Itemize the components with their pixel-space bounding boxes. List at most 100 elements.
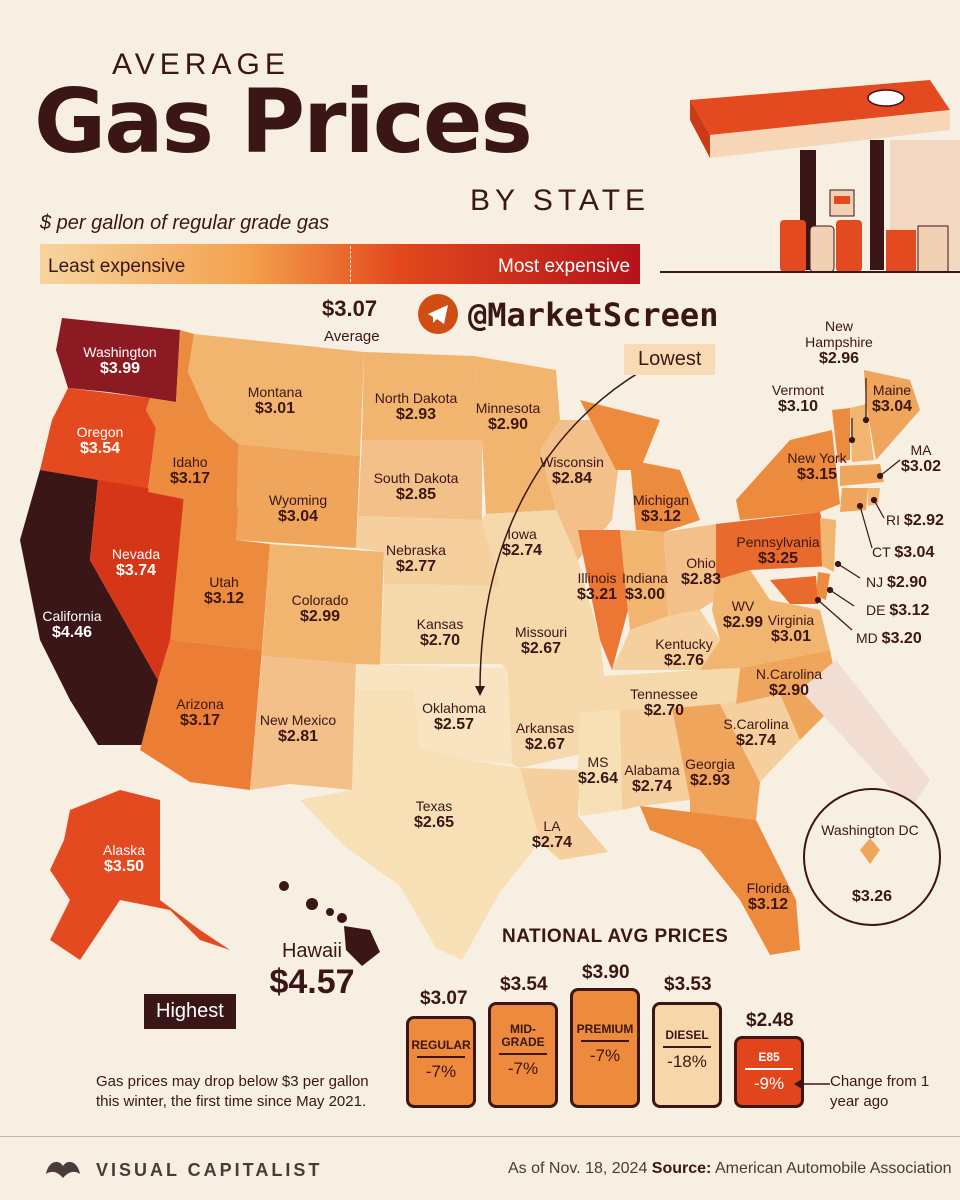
label-new-mexico: New Mexico $2.81 [259, 712, 337, 746]
telegram-icon[interactable] [418, 294, 458, 334]
state-virginia [700, 600, 830, 670]
label-tennessee: Tennessee $2.70 [630, 686, 698, 720]
label-georgia: Georgia $2.93 [685, 756, 735, 790]
fuel-mid-grade: MID-GRADE -7% [488, 1002, 558, 1108]
lowest-leader-line [479, 371, 641, 691]
label-ohio: Ohio $2.83 [680, 555, 722, 589]
label-oklahoma: Oklahoma $2.57 [422, 700, 486, 734]
state-georgia [672, 704, 760, 820]
footer-divider [0, 1136, 960, 1137]
label-alabama: Alabama $2.74 [624, 762, 680, 796]
state-oklahoma [356, 664, 512, 764]
footnote: Gas prices may drop below $3 per gallon … [96, 1073, 369, 1110]
title-average: AVERAGE [112, 48, 290, 81]
label-kansas: Kansas $2.70 [416, 616, 464, 650]
state-missouri [500, 560, 604, 676]
color-legend-bar [40, 244, 640, 284]
label-washington-dc: Washington DC [821, 822, 919, 838]
label-maryland: MD $3.20 [856, 630, 922, 647]
label-pennsylvania: Pennsylvania $3.25 [736, 534, 820, 568]
state-indiana [620, 530, 668, 630]
state-tennessee [600, 668, 740, 712]
state-kentucky [612, 610, 720, 670]
state-dc [860, 838, 880, 864]
state-montana [188, 334, 364, 456]
label-hawaii: Hawaii $4.57 [269, 940, 355, 1001]
label-massachusetts: MA $3.02 [900, 442, 942, 476]
state-maine [864, 370, 920, 460]
national-avg-title: NATIONAL AVG PRICES [502, 926, 729, 947]
state-michigan [630, 460, 700, 532]
state-washington [56, 318, 180, 402]
label-connecticut: CT $3.04 [872, 544, 935, 561]
state-alabama [620, 708, 690, 810]
state-new-mexico [250, 656, 356, 790]
label-minnesota: Minnesota $2.90 [475, 400, 541, 434]
state-new-jersey [820, 518, 836, 572]
label-washington: Washington $3.99 [83, 344, 157, 378]
state-louisiana [520, 768, 608, 860]
state-massachusetts [840, 464, 884, 486]
price-regular: $3.07 [420, 988, 468, 1009]
state-north-dakota [362, 352, 482, 440]
state-maryland [770, 576, 818, 604]
state-new-york [736, 430, 840, 520]
state-minnesota [474, 356, 560, 514]
value-washington-dc: $3.26 [851, 888, 893, 905]
state-texas [300, 690, 540, 960]
label-utah: Utah $3.12 [203, 574, 245, 608]
gas-station-illustration [660, 80, 960, 273]
fuel-regular: REGULAR -7% [406, 1016, 476, 1108]
label-west-virginia: WV $2.99 [722, 598, 764, 632]
label-rhode-island: RI $2.92 [886, 512, 944, 529]
state-vermont [832, 408, 850, 462]
state-hawaii [279, 881, 380, 966]
price-diesel: $3.53 [664, 974, 712, 995]
state-north-carolina [736, 650, 840, 740]
fuel-premium: PREMIUM -7% [570, 988, 640, 1108]
label-north-carolina: N.Carolina $2.90 [755, 666, 823, 700]
fuel-e85: E85 -9% [734, 1036, 804, 1108]
label-iowa: Iowa $2.74 [501, 526, 543, 560]
state-oregon [40, 388, 156, 490]
label-michigan: Michigan $3.12 [632, 492, 690, 526]
label-maine: Maine $3.04 [871, 382, 913, 416]
label-louisiana: LA $2.74 [531, 818, 573, 852]
label-texas: Texas $2.65 [413, 798, 455, 832]
source-line: As of Nov. 18, 2024 Source: American Aut… [508, 1160, 952, 1177]
label-alaska: Alaska $3.50 [102, 842, 146, 876]
label-nebraska: Nebraska $2.77 [386, 542, 446, 576]
label-wyoming: Wyoming $3.04 [268, 492, 328, 526]
label-vermont: Vermont $3.10 [771, 382, 825, 416]
average-value: $3.07 [322, 296, 378, 321]
legend-most-label: Most expensive [498, 256, 631, 277]
canopy-edge [710, 110, 950, 158]
state-wyoming [236, 444, 360, 548]
state-california [20, 470, 158, 745]
lowest-callout: Lowest [624, 344, 716, 375]
fuel-diesel: DIESEL -18% [652, 1002, 722, 1108]
channel-handle[interactable]: @MarketScreen [468, 296, 719, 334]
state-west-virginia [712, 570, 770, 640]
state-delaware [816, 572, 830, 600]
state-ohio [664, 524, 730, 616]
label-nevada: Nevada $3.74 [111, 546, 161, 580]
legend-divider [350, 246, 351, 282]
label-new-york: New York $3.15 [787, 450, 847, 484]
state-illinois [578, 530, 628, 670]
state-kansas [380, 584, 502, 664]
state-iowa [482, 510, 578, 586]
state-mississippi [578, 710, 622, 816]
label-mississippi: MS $2.64 [577, 754, 619, 788]
legend-least-label: Least expensive [48, 256, 186, 277]
label-arkansas: Arkansas $2.67 [515, 720, 575, 754]
price-e85: $2.48 [746, 1010, 794, 1031]
label-florida: Florida $3.12 [746, 880, 790, 914]
title-by-state: BY STATE [470, 184, 651, 217]
visual-capitalist-logo-icon [46, 1161, 80, 1178]
change-note: Change from 1 year ago [830, 1073, 930, 1111]
dc-inset-beam [800, 660, 930, 810]
state-south-carolina [720, 694, 800, 782]
label-oregon: Oregon $3.54 [76, 424, 124, 458]
state-utah [170, 494, 270, 650]
